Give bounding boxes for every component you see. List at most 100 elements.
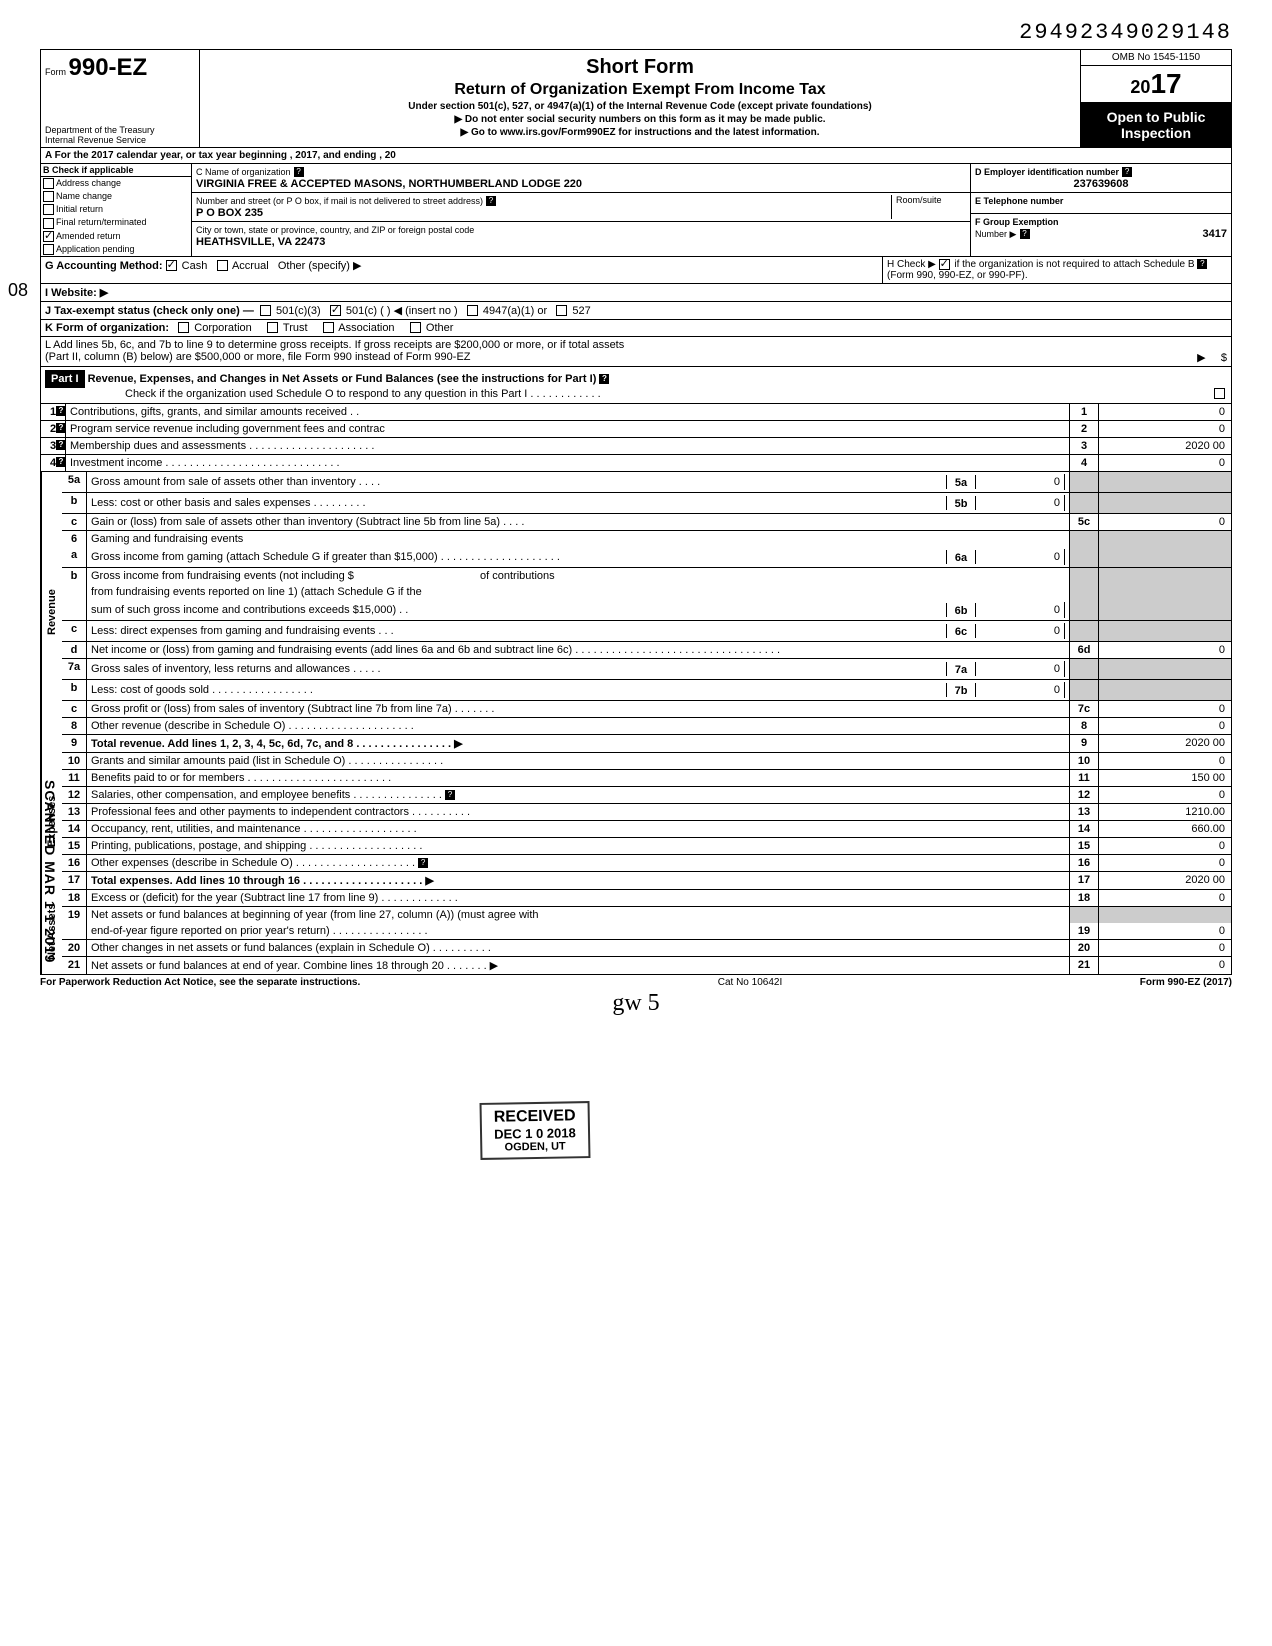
val-6d: 0 xyxy=(1099,642,1231,658)
k-assoc: Association xyxy=(338,322,394,334)
sub-6b: 6b xyxy=(946,603,976,617)
form-prefix: Form xyxy=(45,67,66,77)
col-c: C Name of organization ? VIRGINIA FREE &… xyxy=(192,164,971,256)
box-7b-shade xyxy=(1069,680,1099,700)
revenue-group: Revenue 5a Gross amount from sale of ass… xyxy=(40,472,1232,753)
help-icon[interactable]: ? xyxy=(56,457,66,467)
chk-501c3[interactable] xyxy=(260,305,271,316)
line-7c: c Gross profit or (loss) from sales of i… xyxy=(62,701,1231,718)
box-4: 4 xyxy=(1069,455,1099,471)
chk-4947[interactable] xyxy=(467,305,478,316)
d6b2: of contributions xyxy=(480,570,555,582)
val-7c: 0 xyxy=(1099,701,1231,717)
k-corp: Corporation xyxy=(194,322,251,334)
c-addr-row: Number and street (or P O box, if mail i… xyxy=(192,193,970,222)
chk-cash[interactable] xyxy=(166,260,177,271)
desc-15: Printing, publications, postage, and shi… xyxy=(87,838,1069,854)
d6b4: sum of such gross income and contributio… xyxy=(91,604,946,616)
box-6d: 6d xyxy=(1069,642,1099,658)
num-16: 16 xyxy=(62,855,87,871)
g-other: Other (specify) ▶ xyxy=(278,260,362,272)
box-5a-shade xyxy=(1069,472,1099,492)
chk-other[interactable] xyxy=(410,322,421,333)
chk-h[interactable] xyxy=(939,259,950,270)
val-5c: 0 xyxy=(1099,514,1231,530)
chk-501c[interactable] xyxy=(330,305,341,316)
help-icon[interactable]: ? xyxy=(1122,167,1132,177)
chk-corp[interactable] xyxy=(178,322,189,333)
footer-right: Form 990-EZ (2017) xyxy=(1140,977,1232,988)
received-loc: OGDEN, UT xyxy=(494,1140,576,1153)
d12: Salaries, other compensation, and employ… xyxy=(91,789,442,801)
desc-5a: Gross amount from sale of assets other t… xyxy=(87,472,1069,492)
j-c: 501(c) ( ) ◀ (insert no ) xyxy=(346,305,458,317)
num-19-blank xyxy=(62,923,87,939)
inspection-text: Inspection xyxy=(1083,125,1229,141)
help-icon[interactable]: ? xyxy=(294,167,304,177)
help-icon[interactable]: ? xyxy=(486,196,496,206)
form-header: Form 990-EZ Department of the Treasury I… xyxy=(40,49,1232,148)
g-cash: Cash xyxy=(182,260,208,272)
num-6a: a xyxy=(62,547,87,567)
received-stamp: RECEIVED DEC 1 0 2018 OGDEN, UT xyxy=(480,1101,591,1160)
desc-14: Occupancy, rent, utilities, and maintena… xyxy=(87,821,1069,837)
chk-amended[interactable]: Amended return xyxy=(41,230,191,243)
help-icon[interactable]: ? xyxy=(56,406,66,416)
val-21: 0 xyxy=(1099,957,1231,974)
desc-6: Gaming and fundraising events xyxy=(87,531,1069,547)
h-cell: H Check ▶ if the organization is not req… xyxy=(882,257,1231,283)
desc-7c: Gross profit or (loss) from sales of inv… xyxy=(87,701,1069,717)
num-2: ?2 xyxy=(41,421,66,437)
help-icon[interactable]: ? xyxy=(1197,259,1207,269)
b-pending: Application pending xyxy=(56,244,135,254)
box-15: 15 xyxy=(1069,838,1099,854)
chk-accrual[interactable] xyxy=(217,260,228,271)
scanned-stamp: SCANNED MAR 1 1 2019 xyxy=(42,780,58,963)
box-11: 11 xyxy=(1069,770,1099,786)
sub-5b: 5b xyxy=(946,496,976,510)
line-6: 6 Gaming and fundraising events xyxy=(62,531,1231,547)
subval-6a: 0 xyxy=(976,549,1065,565)
chk-pending[interactable]: Application pending xyxy=(41,243,191,256)
desc-4: Investment income . . . . . . . . . . . … xyxy=(66,455,1069,471)
e-row: E Telephone number xyxy=(971,193,1231,214)
d16: Other expenses (describe in Schedule O) … xyxy=(91,857,415,869)
c-label-city: City or town, state or province, country… xyxy=(196,225,474,235)
chk-part1[interactable] xyxy=(1214,388,1225,399)
line-19a: 19 Net assets or fund balances at beginn… xyxy=(62,907,1231,923)
line-21: 21 Net assets or fund balances at end of… xyxy=(62,957,1231,974)
chk-527[interactable] xyxy=(556,305,567,316)
line-10: 10 Grants and similar amounts paid (list… xyxy=(62,753,1231,770)
box-6b2-shade xyxy=(1069,584,1099,600)
val-17: 2020 00 xyxy=(1099,872,1231,889)
help-icon[interactable]: ? xyxy=(418,858,428,868)
desc-3: Membership dues and assessments . . . . … xyxy=(66,438,1069,454)
num-6d: d xyxy=(62,642,87,658)
val-5b-shade xyxy=(1099,493,1231,513)
chk-initial[interactable]: Initial return xyxy=(41,203,191,216)
chk-addr[interactable]: Address change xyxy=(41,177,191,190)
help-icon[interactable]: ? xyxy=(445,790,455,800)
section-bcd: B Check if applicable Address change Nam… xyxy=(40,164,1232,257)
desc-5a-text: Gross amount from sale of assets other t… xyxy=(91,476,946,488)
num-9: 9 xyxy=(62,735,87,752)
box-17: 17 xyxy=(1069,872,1099,889)
num-21: 21 xyxy=(62,957,87,974)
help-icon[interactable]: ? xyxy=(56,440,66,450)
chk-final[interactable]: Final return/terminated xyxy=(41,216,191,229)
chk-assoc[interactable] xyxy=(323,322,334,333)
val-6c-shade xyxy=(1099,621,1231,641)
line-1: ?1 Contributions, gifts, grants, and sim… xyxy=(40,404,1232,421)
num-11: 11 xyxy=(62,770,87,786)
num-5a: 5a xyxy=(62,472,87,492)
subval-6c: 0 xyxy=(976,623,1065,639)
desc-6d: Net income or (loss) from gaming and fun… xyxy=(87,642,1069,658)
box-6b3-shade xyxy=(1069,600,1099,620)
help-icon[interactable]: ? xyxy=(599,374,609,384)
chk-trust[interactable] xyxy=(267,322,278,333)
val-4: 0 xyxy=(1099,455,1231,471)
chk-name[interactable]: Name change xyxy=(41,190,191,203)
line-6c: c Less: direct expenses from gaming and … xyxy=(62,621,1231,642)
help-icon[interactable]: ? xyxy=(56,423,66,433)
help-icon[interactable]: ? xyxy=(1020,229,1030,239)
